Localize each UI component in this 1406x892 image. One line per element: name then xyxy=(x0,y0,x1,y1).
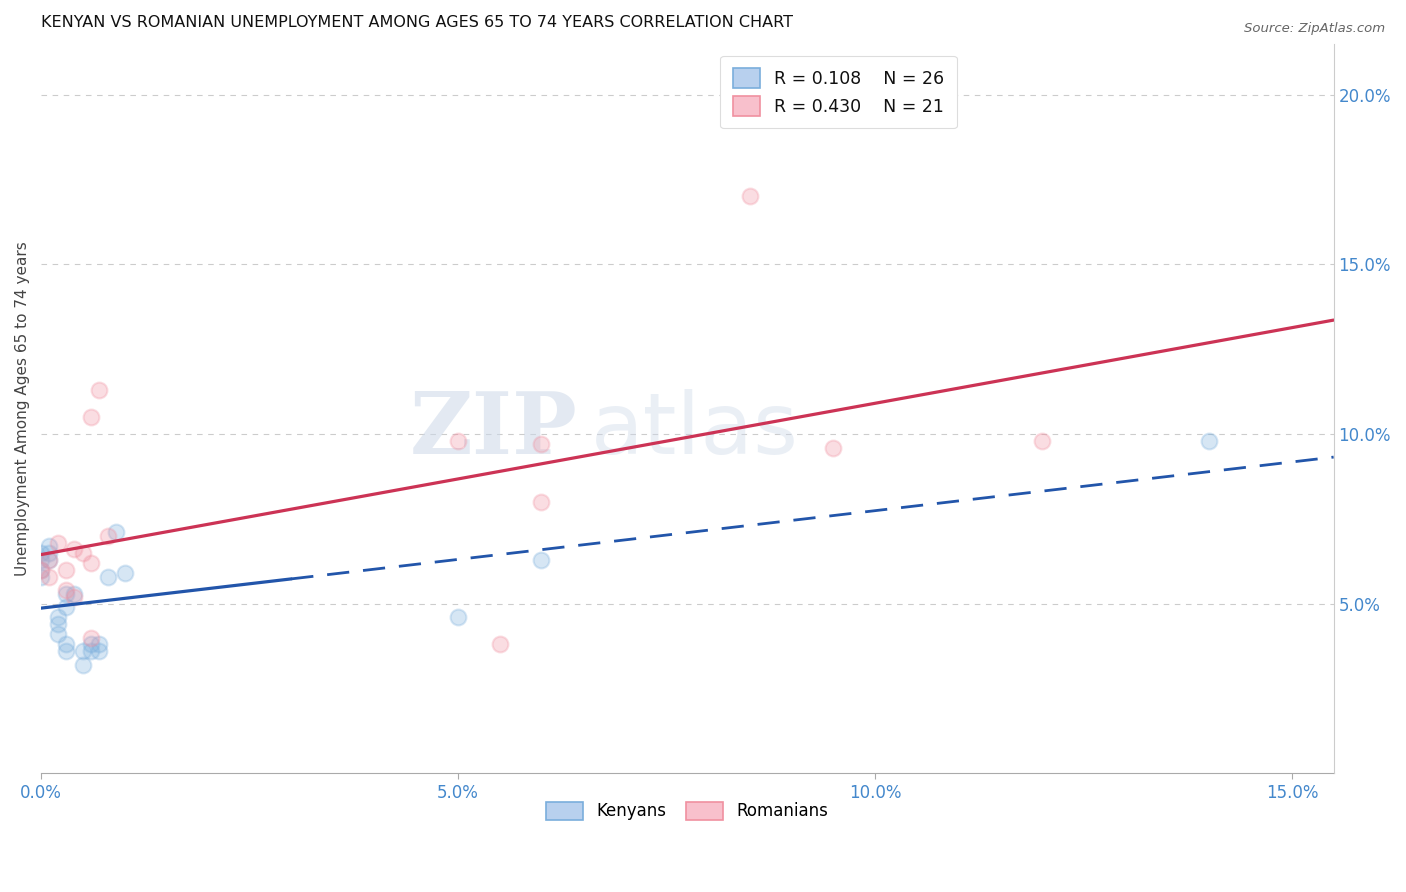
Point xyxy=(488,637,510,651)
Point xyxy=(530,495,553,509)
Point xyxy=(1198,434,1220,448)
Point xyxy=(55,600,77,615)
Point xyxy=(63,590,86,604)
Point xyxy=(823,441,845,455)
Point xyxy=(97,569,120,583)
Point xyxy=(38,539,60,553)
Text: KENYAN VS ROMANIAN UNEMPLOYMENT AMONG AGES 65 TO 74 YEARS CORRELATION CHART: KENYAN VS ROMANIAN UNEMPLOYMENT AMONG AG… xyxy=(41,15,793,30)
Point xyxy=(72,657,94,672)
Point xyxy=(447,610,470,624)
Point xyxy=(55,644,77,658)
Point xyxy=(63,542,86,557)
Point xyxy=(38,552,60,566)
Point xyxy=(30,569,52,583)
Point xyxy=(46,535,69,549)
Point xyxy=(30,552,52,566)
Point xyxy=(55,563,77,577)
Text: Source: ZipAtlas.com: Source: ZipAtlas.com xyxy=(1244,22,1385,36)
Point xyxy=(46,617,69,632)
Point xyxy=(447,434,470,448)
Point xyxy=(30,563,52,577)
Point xyxy=(72,546,94,560)
Point xyxy=(105,525,128,540)
Point xyxy=(530,552,553,566)
Point xyxy=(1031,434,1053,448)
Point xyxy=(114,566,136,581)
Point xyxy=(38,569,60,583)
Point xyxy=(72,644,94,658)
Y-axis label: Unemployment Among Ages 65 to 74 years: Unemployment Among Ages 65 to 74 years xyxy=(15,241,30,576)
Point xyxy=(30,546,52,560)
Point xyxy=(55,583,77,598)
Point xyxy=(530,437,553,451)
Point xyxy=(63,586,86,600)
Legend: Kenyans, Romanians: Kenyans, Romanians xyxy=(540,795,835,827)
Point xyxy=(80,410,103,425)
Point xyxy=(89,644,111,658)
Point xyxy=(89,637,111,651)
Point xyxy=(738,189,761,203)
Point xyxy=(46,610,69,624)
Point xyxy=(55,637,77,651)
Point xyxy=(80,556,103,570)
Point xyxy=(30,563,52,577)
Point xyxy=(38,546,60,560)
Point xyxy=(80,644,103,658)
Point xyxy=(89,383,111,397)
Point xyxy=(97,529,120,543)
Text: ZIP: ZIP xyxy=(409,388,578,473)
Point xyxy=(80,637,103,651)
Point xyxy=(55,586,77,600)
Point xyxy=(46,627,69,641)
Text: atlas: atlas xyxy=(591,389,799,472)
Point xyxy=(80,631,103,645)
Point xyxy=(38,552,60,566)
